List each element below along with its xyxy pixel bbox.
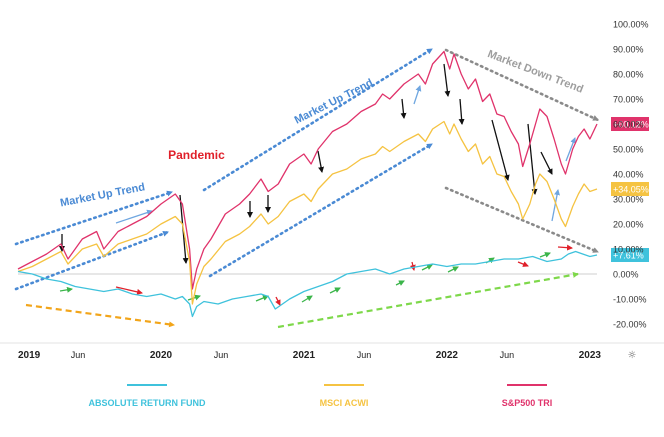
annotation-arrow bbox=[317, 150, 325, 173]
legend-swatch bbox=[507, 384, 547, 386]
annotation-arrow bbox=[421, 264, 433, 271]
end-value-label: +7.61% bbox=[613, 251, 644, 261]
trend-line bbox=[14, 230, 170, 291]
annotation-arrow bbox=[565, 137, 576, 162]
legend-item-msci-acwi[interactable]: MSCI ACWI bbox=[254, 384, 434, 408]
x-tick-label: 2021 bbox=[293, 350, 316, 361]
annotation-arrow bbox=[115, 209, 153, 224]
series-line-2 bbox=[17, 120, 598, 305]
legend-item-sp500[interactable]: S&P500 TRI bbox=[437, 384, 617, 408]
legend-item-absolute-return[interactable]: ABSOLUTE RETURN FUND bbox=[57, 384, 237, 408]
y-tick-label: 20.00% bbox=[613, 220, 644, 230]
trend-line bbox=[25, 303, 175, 328]
y-tick-label: 60.00% bbox=[613, 120, 644, 130]
y-tick-label: 0.00% bbox=[613, 270, 639, 280]
end-value-label: +34.05% bbox=[613, 185, 649, 195]
x-tick-label: 2023 bbox=[579, 350, 602, 361]
annotation-arrow bbox=[458, 98, 465, 125]
y-tick-label: 40.00% bbox=[613, 170, 644, 180]
annotation-arrow bbox=[413, 85, 422, 105]
x-tick-label: Jun bbox=[214, 350, 229, 360]
x-tick-label: Jun bbox=[357, 350, 372, 360]
y-tick-label: 90.00% bbox=[613, 45, 644, 55]
trend-line bbox=[208, 142, 434, 278]
y-tick-label: 50.00% bbox=[613, 145, 644, 155]
annotation-arrow bbox=[395, 280, 405, 286]
trend-line bbox=[444, 186, 600, 254]
x-tick-label: 2019 bbox=[18, 350, 41, 361]
chart-annotation: Market Up Trend bbox=[293, 77, 375, 127]
annotation-arrow bbox=[409, 261, 416, 271]
annotation-arrow bbox=[517, 261, 529, 267]
x-tick-label: Jun bbox=[71, 350, 86, 360]
chart-annotation: Market Down Trend bbox=[486, 48, 585, 96]
y-tick-label: 100.00% bbox=[613, 20, 649, 30]
annotation-arrow bbox=[551, 189, 560, 222]
y-tick-label: 80.00% bbox=[613, 70, 644, 80]
series-line-3 bbox=[17, 250, 598, 318]
annotation-arrow bbox=[491, 119, 510, 181]
trend-line bbox=[202, 47, 434, 192]
annotation-arrow bbox=[115, 286, 143, 295]
series-line-1 bbox=[17, 50, 598, 290]
end-value-badge bbox=[611, 182, 649, 196]
trend-line bbox=[14, 190, 174, 246]
chart-annotation: Pandemic bbox=[168, 148, 225, 162]
annotation-arrow bbox=[539, 252, 551, 258]
legend-label: ABSOLUTE RETURN FUND bbox=[88, 398, 206, 408]
annotation-arrow bbox=[557, 244, 573, 251]
annotation-arrow bbox=[443, 63, 451, 97]
text-layer: +60.12% +34.05% +7.61% 100.00% 90.00% 80.00% 7… bbox=[18, 20, 649, 361]
annotation-arrow bbox=[400, 98, 407, 119]
annotation-arrow bbox=[329, 287, 341, 294]
end-value-badge bbox=[611, 117, 649, 131]
y-tick-label: 30.00% bbox=[613, 195, 644, 205]
legend-label: MSCI ACWI bbox=[319, 398, 369, 408]
trend-line bbox=[277, 271, 579, 329]
end-value-label: +60.12% bbox=[613, 120, 649, 130]
legend-swatch bbox=[324, 384, 364, 386]
annotation-arrow bbox=[255, 295, 269, 302]
annotation-arrow bbox=[301, 295, 313, 303]
y-tick-label: -20.00% bbox=[613, 320, 647, 330]
y-tick-label: 10.00% bbox=[613, 245, 644, 255]
trend-line bbox=[444, 48, 600, 122]
legend-label: S&P500 TRI bbox=[501, 398, 553, 408]
annotation-arrow bbox=[527, 123, 538, 195]
series-layer bbox=[17, 50, 598, 318]
gear-icon: ☼ bbox=[628, 350, 637, 361]
x-tick-label: Jun bbox=[500, 350, 515, 360]
annotation-arrow bbox=[540, 151, 553, 175]
chart-overlays bbox=[0, 47, 664, 344]
legend-swatch bbox=[127, 384, 167, 386]
y-tick-label: -10.00% bbox=[613, 295, 647, 305]
annotation-arrow bbox=[59, 286, 73, 293]
annotation-arrow bbox=[275, 296, 281, 306]
annotation-arrow bbox=[447, 266, 459, 273]
y-tick-label: 70.00% bbox=[613, 95, 644, 105]
x-tick-label: 2020 bbox=[150, 350, 173, 361]
end-value-badge bbox=[611, 248, 649, 262]
legend: ABSOLUTE RETURN FUND MSCI ACWI S&P500 TR… bbox=[0, 384, 664, 424]
x-tick-label: 2022 bbox=[436, 350, 459, 361]
